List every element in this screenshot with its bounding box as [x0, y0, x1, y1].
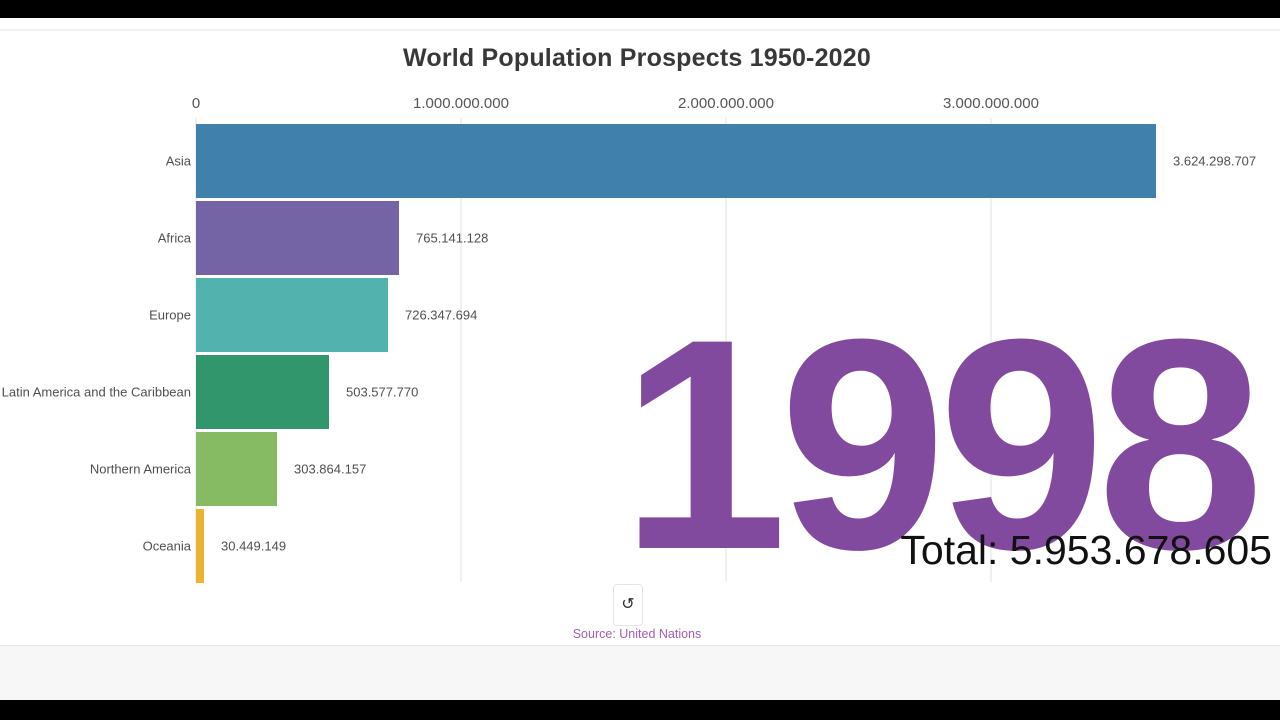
category-label: Oceania — [142, 538, 191, 554]
bar-oceania — [196, 509, 204, 583]
chart-title: World Population Prospects 1950-2020 — [403, 44, 871, 72]
letterbox-top — [0, 0, 1280, 18]
category-label: Europe — [149, 307, 191, 323]
bar-africa — [196, 201, 399, 275]
value-label: 3.624.298.707 — [1173, 153, 1257, 169]
value-label: 303.864.157 — [294, 461, 367, 477]
gridline — [990, 118, 992, 582]
top-sheen-divider — [0, 29, 1280, 31]
bar-northern-america — [196, 432, 277, 506]
total-label: Total: 5.953.678.605 — [900, 527, 1272, 573]
category-label: Latin America and the Caribbean — [1, 384, 191, 400]
player-footer-band — [0, 645, 1280, 700]
x-axis-tick-label: 0 — [191, 95, 201, 112]
category-label: Africa — [157, 230, 191, 246]
letterbox-bottom — [0, 700, 1280, 720]
source-credit: Source: United Nations — [572, 627, 702, 641]
chart-canvas: World Population Prospects 1950-2020 0 1.… — [0, 18, 1280, 645]
category-label: Northern America — [89, 461, 191, 477]
bar-asia — [196, 124, 1156, 198]
category-label: Asia — [165, 153, 191, 169]
replay-button[interactable]: ↺ — [613, 584, 643, 626]
gridline — [460, 118, 462, 582]
x-axis-tick-label: 3.000.000.000 — [943, 95, 1039, 112]
value-label: 726.347.694 — [405, 307, 478, 323]
gridline — [725, 118, 727, 582]
replay-icon: ↺ — [621, 596, 635, 613]
bar-europe — [196, 278, 388, 352]
x-axis-tick-label: 1.000.000.000 — [413, 95, 509, 112]
value-label: 30.449.149 — [221, 538, 287, 554]
value-label: 765.141.128 — [416, 230, 489, 246]
year-label: 1998 — [620, 276, 1264, 612]
bar-latin-america-and-the-caribbean — [196, 355, 329, 429]
x-axis-tick-label: 2.000.000.000 — [678, 95, 774, 112]
value-label: 503.577.770 — [346, 384, 419, 400]
